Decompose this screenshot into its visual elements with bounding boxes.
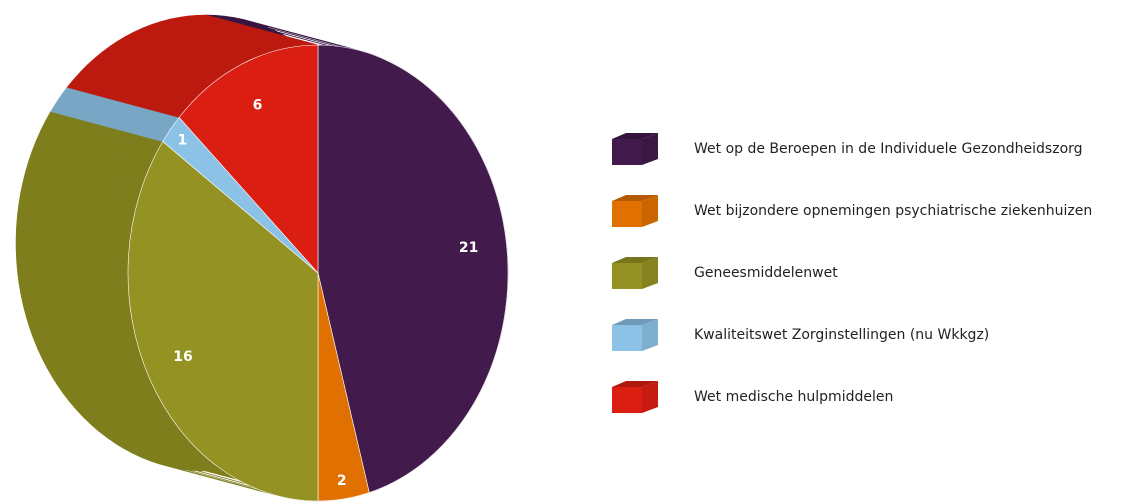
legend-swatch-top	[612, 195, 658, 201]
legend-swatch-top	[612, 381, 658, 387]
legend-label: Geneesmiddelenwet	[694, 265, 838, 281]
legend-swatch-side	[642, 133, 658, 165]
pie-side	[66, 14, 319, 118]
legend-swatch-top	[612, 257, 658, 263]
legend-swatch-side	[642, 195, 658, 227]
data-label: 16	[173, 349, 192, 365]
legend-label: Wet bijzondere opnemingen psychiatrische…	[694, 203, 1092, 219]
pie-slice	[178, 44, 319, 274]
legend-label: Kwaliteitswet Zorginstellingen (nu Wkkgz…	[694, 327, 989, 343]
legend-swatch	[612, 139, 642, 165]
legend-swatch-side	[642, 381, 658, 413]
legend-swatch-side	[642, 257, 658, 289]
data-label: 6	[253, 98, 263, 114]
legend-label: Wet medische hulpmiddelen	[694, 389, 893, 405]
data-label: 1	[178, 133, 188, 149]
legend-swatch	[612, 263, 642, 289]
pie-side	[15, 111, 319, 502]
legend-swatch-top	[612, 319, 658, 325]
legend-swatch	[612, 387, 642, 413]
pie-slice	[317, 44, 509, 493]
legend-swatch-top	[612, 133, 658, 139]
legend-label: Wet op de Beroepen in de Individuele Gez…	[694, 141, 1083, 157]
data-label: 21	[459, 240, 478, 256]
legend-swatch-side	[642, 319, 658, 351]
data-label: 2	[337, 473, 347, 489]
legend-swatch	[612, 325, 642, 351]
legend-swatch	[612, 201, 642, 227]
pie-slice	[127, 141, 319, 502]
